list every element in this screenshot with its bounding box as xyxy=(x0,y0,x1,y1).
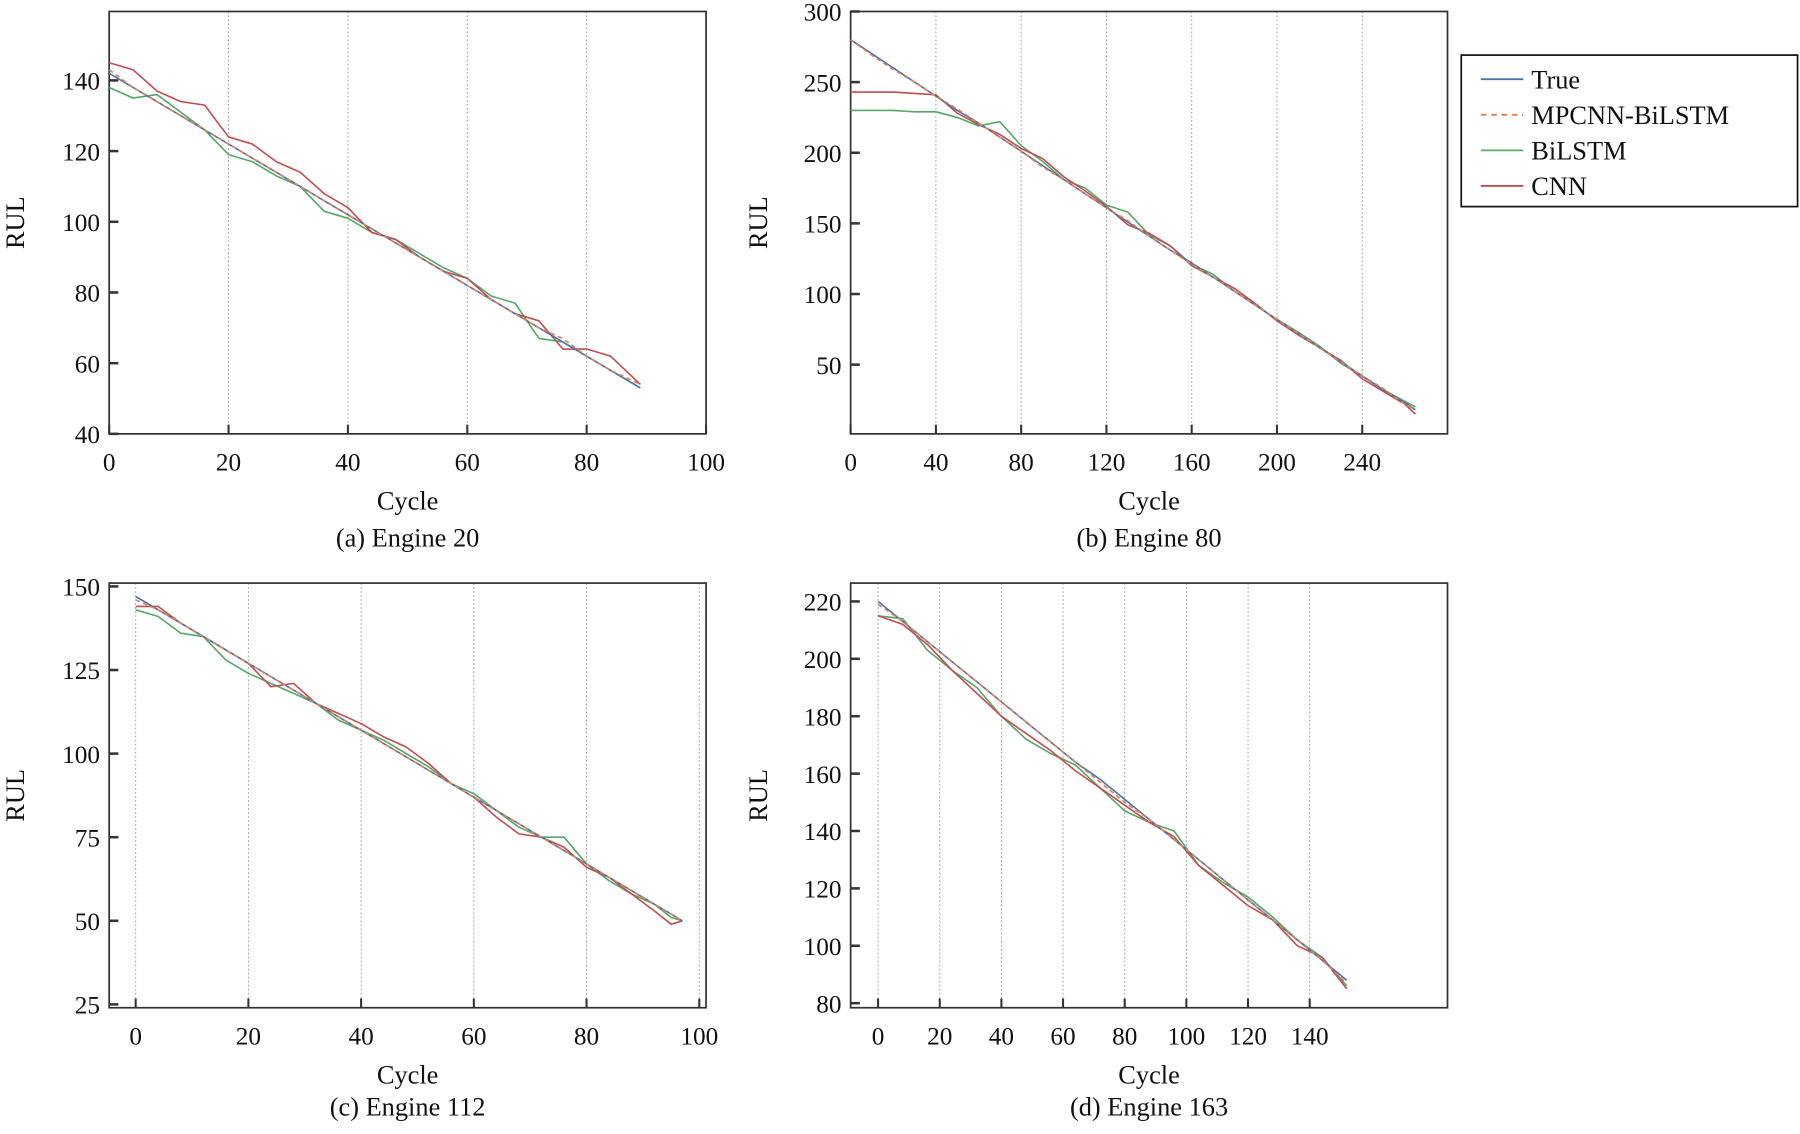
x-tick-label: 140 xyxy=(1291,1022,1329,1050)
y-tick-label: 120 xyxy=(62,138,100,166)
series-line-true xyxy=(108,72,641,389)
y-tick-label: 160 xyxy=(804,761,842,789)
x-tick-label: 100 xyxy=(687,449,725,477)
x-tick-label: 160 xyxy=(1173,449,1211,477)
y-tick-label: 140 xyxy=(804,818,842,846)
series-line-bilstm xyxy=(135,609,683,922)
legend-label-mpcnn-bilstm: MPCNN-BiLSTM xyxy=(1531,100,1729,130)
x-axis-label: Cycle xyxy=(377,1059,439,1089)
x-tick-label: 0 xyxy=(103,449,116,477)
y-tick-label: 80 xyxy=(75,280,100,308)
series-line-mpcnn-bilstm xyxy=(877,603,1348,984)
y-tick-label: 250 xyxy=(804,69,842,97)
x-tick-label: 80 xyxy=(1112,1022,1137,1050)
x-tick-label: 200 xyxy=(1258,449,1296,477)
x-tick-label: 40 xyxy=(989,1022,1014,1050)
x-tick-label: 60 xyxy=(1050,1022,1075,1050)
chart-panel-4: 0 20 40 60 80 100 120 140 80 100 120 140 160 180 200 22… xyxy=(743,582,1449,1122)
x-tick-label: 40 xyxy=(348,1022,373,1050)
x-tick-label: 20 xyxy=(216,449,241,477)
x-tick-label: 0 xyxy=(872,1022,885,1050)
x-tick-label: 60 xyxy=(461,1022,486,1050)
x-tick-label: 120 xyxy=(1087,449,1125,477)
series-line-cnn xyxy=(877,615,1348,990)
x-tick-label: 80 xyxy=(574,449,599,477)
x-tick-label: 60 xyxy=(455,449,480,477)
y-tick-label: 120 xyxy=(804,876,842,904)
y-axis-label: RUL xyxy=(743,769,773,822)
series-line-mpcnn-bilstm xyxy=(850,39,1416,411)
series-line-bilstm xyxy=(108,86,641,389)
legend-label-bilstm: BiLSTM xyxy=(1531,136,1626,166)
legend-box xyxy=(1460,54,1799,208)
y-tick-label: 140 xyxy=(62,68,100,96)
series-line-cnn xyxy=(850,91,1417,415)
series-line-bilstm xyxy=(877,614,1348,987)
chart-caption: (a) Engine 20 xyxy=(336,522,480,552)
x-tick-label: 240 xyxy=(1343,449,1381,477)
x-tick-label: 20 xyxy=(236,1022,261,1050)
legend: True MPCNN-BiLSTM BiLSTM CNN xyxy=(1460,54,1799,208)
y-tick-label: 100 xyxy=(62,741,100,769)
y-tick-label: 75 xyxy=(75,824,100,852)
x-tick-label: 20 xyxy=(927,1022,952,1050)
legend-label-true: True xyxy=(1531,64,1580,94)
series-line-bilstm xyxy=(850,109,1416,408)
chart-panel-1: 0 20 40 60 80 100 40 60 80 100 120 140 Cycle RUL (a) E… xyxy=(0,10,725,552)
y-tick-label: 180 xyxy=(804,703,842,731)
y-tick-label: 100 xyxy=(804,281,842,309)
x-tick-label: 100 xyxy=(1167,1022,1205,1050)
plot-frame xyxy=(108,10,707,435)
y-tick-label: 80 xyxy=(816,990,841,1018)
x-tick-label: 40 xyxy=(335,449,360,477)
plot-frame xyxy=(108,582,707,1009)
y-tick-label: 200 xyxy=(804,140,842,168)
legend-label-cnn: CNN xyxy=(1531,171,1587,201)
y-tick-label: 300 xyxy=(804,0,842,27)
y-axis-label: RUL xyxy=(0,196,30,249)
chart-caption: (b) Engine 80 xyxy=(1077,522,1222,552)
series-line-mpcnn-bilstm xyxy=(135,599,683,922)
y-tick-label: 200 xyxy=(804,646,842,674)
series-line-cnn xyxy=(108,62,641,385)
chart-caption: (d) Engine 163 xyxy=(1070,1092,1228,1122)
x-tick-label: 0 xyxy=(129,1022,142,1050)
chart-panel-3: 0 20 40 60 80 100 25 50 75 100 125 150 Cycle RUL (c) E… xyxy=(0,574,718,1122)
plot-frame xyxy=(849,582,1449,1009)
series-line-cnn xyxy=(135,605,683,925)
x-tick-label: 40 xyxy=(923,449,948,477)
x-tick-label: 80 xyxy=(574,1022,599,1050)
y-tick-label: 220 xyxy=(804,589,842,617)
y-axis-label: RUL xyxy=(743,196,773,249)
x-axis-label: Cycle xyxy=(1118,1059,1180,1089)
plot-frame xyxy=(849,10,1449,435)
y-tick-label: 40 xyxy=(75,421,100,449)
y-tick-label: 100 xyxy=(804,933,842,961)
x-tick-label: 80 xyxy=(1009,449,1034,477)
x-axis-label: Cycle xyxy=(377,486,439,516)
y-tick-label: 150 xyxy=(62,574,100,602)
y-tick-label: 150 xyxy=(804,211,842,239)
x-axis-label: Cycle xyxy=(1118,486,1180,516)
y-tick-label: 25 xyxy=(75,992,100,1020)
y-tick-label: 50 xyxy=(816,352,841,380)
y-tick-label: 100 xyxy=(62,209,100,237)
y-tick-label: 50 xyxy=(75,908,100,936)
chart-panel-2: 0 40 80 120 160 200 240 50 100 150 200 250 300 Cycle R… xyxy=(743,0,1449,552)
chart-caption: (c) Engine 112 xyxy=(330,1092,486,1122)
y-axis-label: RUL xyxy=(0,769,30,822)
y-tick-label: 60 xyxy=(75,350,100,378)
x-tick-label: 0 xyxy=(844,449,857,477)
y-tick-label: 125 xyxy=(62,657,100,685)
x-tick-label: 120 xyxy=(1229,1022,1267,1050)
x-tick-label: 100 xyxy=(680,1022,718,1050)
series-line-mpcnn-bilstm xyxy=(108,69,641,386)
